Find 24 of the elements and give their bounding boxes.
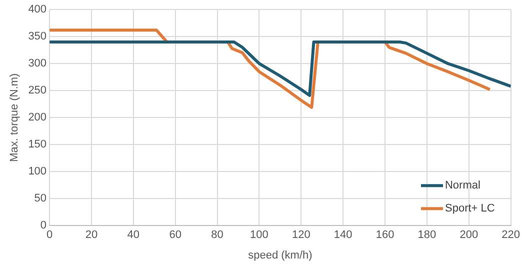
y-tick-label: 150 (28, 138, 47, 151)
y-tick-label: 300 (28, 58, 47, 70)
y-tick-label: 100 (28, 166, 47, 178)
legend-label: Normal (444, 180, 480, 192)
y-axis-title: Max. torque (N.m) (8, 73, 21, 162)
y-tick-label: 400 (28, 4, 47, 16)
legend-label: Sport+ LC (444, 202, 495, 215)
x-tick-label: 160 (376, 229, 394, 242)
x-axis-title: speed (km/h) (248, 249, 312, 262)
x-tick-label: 140 (334, 229, 352, 242)
x-tick-label: 100 (250, 229, 268, 242)
y-tick-label: 350 (28, 30, 47, 43)
x-tick-label: 180 (418, 229, 436, 242)
x-tick-label: 60 (169, 229, 182, 242)
y-tick-label: 200 (28, 112, 47, 124)
x-tick-label: 80 (211, 229, 224, 242)
x-tick-label: 220 (502, 229, 520, 242)
x-tick-label: 120 (292, 229, 310, 242)
x-tick-label: 200 (460, 229, 478, 242)
y-tick-label: 0 (40, 220, 47, 232)
y-tick-label: 250 (28, 84, 47, 97)
y-tick-label: 50 (34, 192, 47, 205)
x-tick-label: 40 (127, 229, 140, 242)
x-tick-label: 20 (85, 229, 98, 242)
